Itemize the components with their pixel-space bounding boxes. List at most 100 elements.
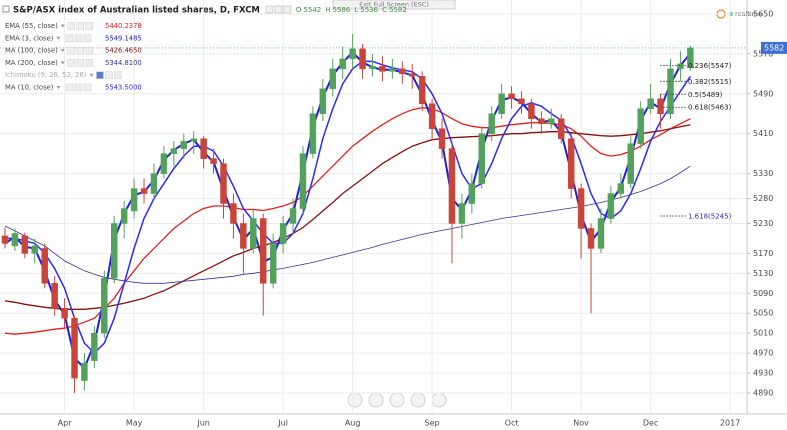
candle-body bbox=[587, 228, 595, 249]
candle-body bbox=[647, 98, 654, 109]
candle-body bbox=[409, 73, 416, 77]
last-price-label: 5582 bbox=[764, 43, 784, 52]
candle-body bbox=[428, 103, 436, 129]
legend-icon bbox=[76, 59, 85, 67]
nav-buttons[interactable] bbox=[347, 392, 447, 408]
candle-body bbox=[269, 243, 277, 284]
candle-body bbox=[120, 208, 128, 224]
candle-body bbox=[667, 68, 674, 114]
candle-body bbox=[11, 233, 19, 247]
nav-button[interactable] bbox=[368, 392, 384, 408]
fib-label: 0.236(5547) bbox=[688, 62, 732, 70]
legend-name: EMA (55, close) bbox=[5, 22, 58, 30]
exit-fullscreen[interactable]: Exit Full Screen (ESC) bbox=[332, 0, 456, 10]
y-tick-label: 4930 bbox=[753, 369, 773, 378]
candle-body bbox=[160, 153, 168, 174]
candle-body bbox=[250, 218, 257, 249]
y-tick-label: 5230 bbox=[753, 219, 773, 228]
candle-body bbox=[657, 98, 664, 114]
legend-name: Ichimoku (9, 26, 52, 26) bbox=[5, 71, 87, 79]
ohlc-key: C bbox=[382, 6, 387, 14]
nav-button[interactable] bbox=[389, 392, 405, 408]
legend-value: 5440.2378 bbox=[105, 22, 142, 30]
candle-body bbox=[359, 48, 366, 70]
legend-icon bbox=[105, 71, 113, 79]
y-tick-label: 5170 bbox=[753, 249, 773, 258]
chart-title: S&P/ASX index of Australian listed share… bbox=[13, 6, 260, 16]
ohlc-key: L bbox=[354, 6, 358, 14]
candle-body bbox=[498, 93, 505, 114]
candle-body bbox=[677, 63, 684, 70]
y-tick-label: 5050 bbox=[753, 309, 773, 318]
candle-body bbox=[180, 140, 187, 149]
indicator-line bbox=[4, 165, 691, 284]
legend-arrow bbox=[60, 24, 65, 28]
candle-body bbox=[91, 332, 98, 361]
candle-body bbox=[627, 143, 634, 184]
candle-body bbox=[279, 223, 287, 244]
x-tick-label: Nov bbox=[573, 419, 589, 428]
legend-icon bbox=[76, 46, 85, 55]
y-tick-label: 4970 bbox=[753, 349, 773, 358]
candle-body bbox=[488, 113, 495, 134]
legend-arrow bbox=[56, 36, 61, 40]
candle-body bbox=[150, 173, 158, 194]
legend-value: 5543.5000 bbox=[105, 84, 142, 92]
candle-body bbox=[101, 278, 108, 334]
legend-icon bbox=[114, 71, 122, 79]
legend-icon bbox=[85, 59, 94, 67]
fib-levels: 0.236(5547) 0.382(5515) 0.5(5489) 0.618(546… bbox=[660, 62, 732, 220]
legend-icon bbox=[96, 71, 104, 79]
candle-body bbox=[41, 248, 48, 284]
legend-value: 5426.4650 bbox=[105, 47, 142, 55]
exit-label[interactable]: Exit Full Screen (ESC) bbox=[359, 1, 429, 9]
legend-icon bbox=[83, 83, 92, 92]
x-tick-label: Aug bbox=[345, 419, 361, 428]
candle-body bbox=[220, 163, 227, 204]
candle-body bbox=[438, 128, 446, 149]
y-tick-label: 5410 bbox=[753, 129, 773, 138]
candle-body bbox=[448, 148, 456, 224]
legend-icon bbox=[83, 34, 92, 43]
nav-button[interactable] bbox=[431, 392, 447, 408]
candle-body bbox=[130, 188, 138, 212]
y-tick-label: 5650 bbox=[753, 9, 773, 18]
candle-body bbox=[140, 188, 148, 194]
y-tick-label: 5490 bbox=[753, 89, 773, 98]
candle-body bbox=[538, 118, 545, 124]
header-icon bbox=[265, 5, 274, 14]
legend-icon bbox=[85, 22, 93, 30]
candle-body bbox=[597, 218, 605, 249]
x-tick-label: Apr bbox=[58, 419, 73, 428]
candle-body bbox=[468, 183, 476, 204]
legend-icon bbox=[65, 34, 74, 43]
legend-arrow bbox=[56, 86, 61, 89]
candle-body bbox=[71, 317, 78, 379]
candle-body bbox=[558, 118, 565, 139]
nav-button[interactable] bbox=[410, 392, 426, 408]
exit-button[interactable] bbox=[332, 0, 456, 10]
fib-label: 0.618(5463) bbox=[688, 104, 732, 112]
candle-body bbox=[418, 76, 426, 105]
candle-body bbox=[369, 66, 376, 70]
symbol-icon bbox=[2, 5, 10, 13]
indicator-line bbox=[4, 50, 692, 370]
ohlc-value: 5582 bbox=[389, 6, 407, 14]
candles bbox=[1, 33, 694, 394]
candle-body bbox=[1, 235, 9, 244]
legend-icon bbox=[65, 83, 74, 92]
ohlc-key: O bbox=[296, 6, 302, 14]
y-tick-label: 5010 bbox=[753, 329, 773, 338]
candle-body bbox=[577, 188, 585, 229]
candle-body bbox=[339, 58, 346, 70]
ohlc-value: 5586 bbox=[333, 6, 351, 14]
candle-body bbox=[81, 362, 88, 381]
grid bbox=[0, 0, 747, 414]
candle-body bbox=[329, 68, 336, 90]
nav-button[interactable] bbox=[347, 392, 363, 408]
legend-value: 5344.8100 bbox=[105, 59, 142, 67]
candle-body bbox=[61, 308, 68, 319]
